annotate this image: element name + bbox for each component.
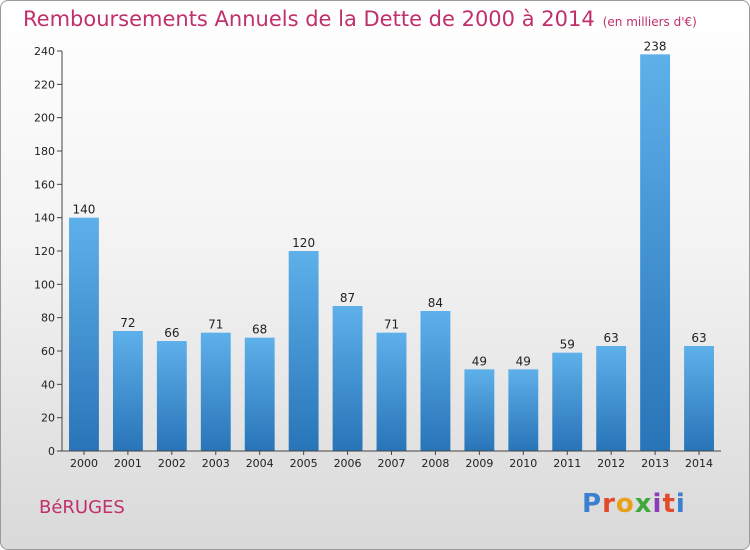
logo-letter: i bbox=[675, 489, 686, 519]
y-tick-label: 20 bbox=[41, 412, 55, 425]
bar-2007 bbox=[376, 332, 407, 451]
y-tick-label: 200 bbox=[34, 112, 55, 125]
bar-2006 bbox=[332, 306, 363, 451]
logo-letter: t bbox=[662, 489, 676, 519]
logo-letter: x bbox=[634, 489, 653, 519]
y-tick-label: 140 bbox=[34, 212, 55, 225]
bar-2010 bbox=[508, 369, 539, 451]
x-tick-label-2007: 2007 bbox=[378, 457, 406, 470]
data-label-2003: 71 bbox=[208, 318, 223, 332]
x-tick-label-2000: 2000 bbox=[70, 457, 98, 470]
data-label-2007: 71 bbox=[384, 318, 399, 332]
x-tick-label-2001: 2001 bbox=[114, 457, 142, 470]
x-tick-label-2006: 2006 bbox=[334, 457, 362, 470]
bar-2009 bbox=[464, 369, 495, 451]
bar-2002 bbox=[156, 341, 187, 451]
bar-2011 bbox=[552, 352, 583, 451]
chart-title-block: Remboursements Annuels de la Dette de 20… bbox=[23, 7, 697, 31]
bar-2008 bbox=[420, 311, 451, 451]
x-tick-label-2011: 2011 bbox=[553, 457, 581, 470]
bar-2014 bbox=[684, 346, 714, 451]
bar-2013 bbox=[640, 54, 671, 451]
x-tick-label-2004: 2004 bbox=[246, 457, 274, 470]
bar-2003 bbox=[200, 332, 231, 451]
y-tick-label: 0 bbox=[48, 445, 55, 458]
x-tick-label-2005: 2005 bbox=[290, 457, 318, 470]
data-label-2009: 49 bbox=[472, 354, 487, 368]
y-tick-label: 240 bbox=[34, 45, 55, 58]
bar-2001 bbox=[112, 331, 143, 451]
data-label-2001: 72 bbox=[120, 316, 135, 330]
data-label-2006: 87 bbox=[340, 291, 355, 305]
y-tick-label: 80 bbox=[41, 312, 55, 325]
y-tick-label: 60 bbox=[41, 345, 55, 358]
bar-2012 bbox=[596, 346, 627, 451]
place-name: BéRUGES bbox=[39, 497, 125, 518]
y-tick-label: 220 bbox=[34, 78, 55, 91]
x-tick-label-2010: 2010 bbox=[509, 457, 537, 470]
x-axis: 2000 2001 2002 2003 2004 2005 2006 2007 2008 2009… bbox=[62, 450, 721, 470]
logo-letter: o bbox=[615, 489, 635, 519]
data-label-2008: 84 bbox=[428, 296, 443, 310]
y-tick-label: 180 bbox=[34, 145, 55, 158]
data-label-2000: 140 bbox=[73, 203, 96, 217]
data-label-2010: 49 bbox=[516, 354, 531, 368]
y-tick-label: 100 bbox=[34, 278, 55, 291]
x-tick-label-2002: 2002 bbox=[158, 457, 186, 470]
bar-2005 bbox=[288, 251, 319, 451]
bar-2000 bbox=[69, 217, 99, 451]
x-tick-label-2014: 2014 bbox=[685, 457, 713, 470]
y-tick-label: 40 bbox=[41, 378, 55, 391]
proxiti-logo: Proxiti bbox=[582, 489, 686, 519]
x-tick-label-2013: 2013 bbox=[641, 457, 669, 470]
y-tick-label: 160 bbox=[34, 178, 55, 191]
x-tick-label-2003: 2003 bbox=[202, 457, 230, 470]
bar-2004 bbox=[244, 337, 275, 451]
data-label-2012: 63 bbox=[604, 331, 619, 345]
chart-unit-note: (en milliers d'€) bbox=[602, 15, 697, 29]
bars: 140 72 66 71 68 120 87 71 84 49 49 59 63 238 63 bbox=[69, 39, 714, 451]
data-label-2005: 120 bbox=[292, 236, 315, 250]
data-label-2004: 68 bbox=[252, 323, 267, 337]
data-label-2014: 63 bbox=[691, 331, 706, 345]
y-tick-label: 120 bbox=[34, 245, 55, 258]
data-label-2002: 66 bbox=[164, 326, 179, 340]
logo-letter: r bbox=[602, 489, 616, 519]
x-tick-label-2012: 2012 bbox=[597, 457, 625, 470]
chart-title: Remboursements Annuels de la Dette de 20… bbox=[23, 7, 595, 31]
logo-letter: P bbox=[582, 489, 603, 519]
logo-letter: i bbox=[652, 489, 663, 519]
data-label-2011: 59 bbox=[560, 338, 575, 352]
x-tick-label-2009: 2009 bbox=[465, 457, 493, 470]
data-label-2013: 238 bbox=[644, 39, 667, 53]
y-axis: 0 20 40 60 80 100 120 140 160 180 200 220 240 bbox=[34, 45, 63, 458]
x-tick-label-2008: 2008 bbox=[421, 457, 449, 470]
